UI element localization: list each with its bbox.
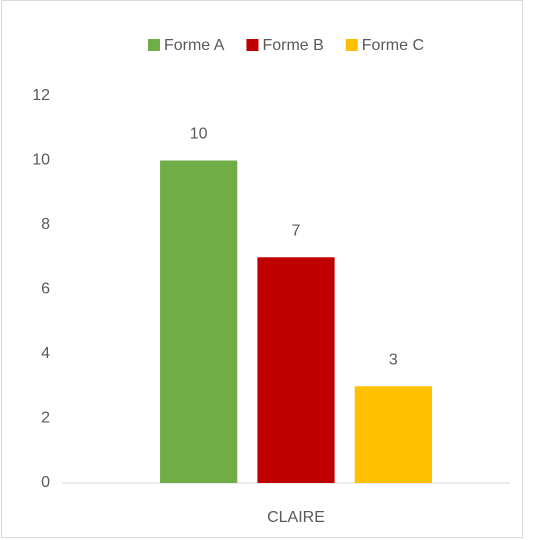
- y-tick-label: 12: [32, 87, 50, 104]
- bar: [257, 257, 335, 483]
- y-tick-label: 6: [41, 281, 50, 298]
- data-label: 7: [292, 222, 301, 239]
- data-label: 10: [190, 126, 208, 143]
- legend-swatch: [246, 39, 259, 51]
- x-tick-label: CLAIRE: [267, 509, 325, 526]
- bar: [160, 160, 238, 483]
- data-label: 3: [389, 351, 398, 368]
- legend-label: Forme C: [362, 37, 424, 54]
- legend-swatch: [345, 39, 358, 51]
- y-tick-label: 8: [41, 216, 50, 233]
- y-tick-label: 4: [41, 345, 50, 362]
- legend-label: Forme B: [262, 37, 323, 54]
- y-tick-label: 0: [41, 474, 50, 491]
- bar: [354, 386, 432, 483]
- legend-label: Forme A: [164, 37, 225, 54]
- y-tick-label: 10: [32, 152, 50, 169]
- legend-swatch: [147, 39, 160, 51]
- y-tick-label: 2: [41, 410, 50, 427]
